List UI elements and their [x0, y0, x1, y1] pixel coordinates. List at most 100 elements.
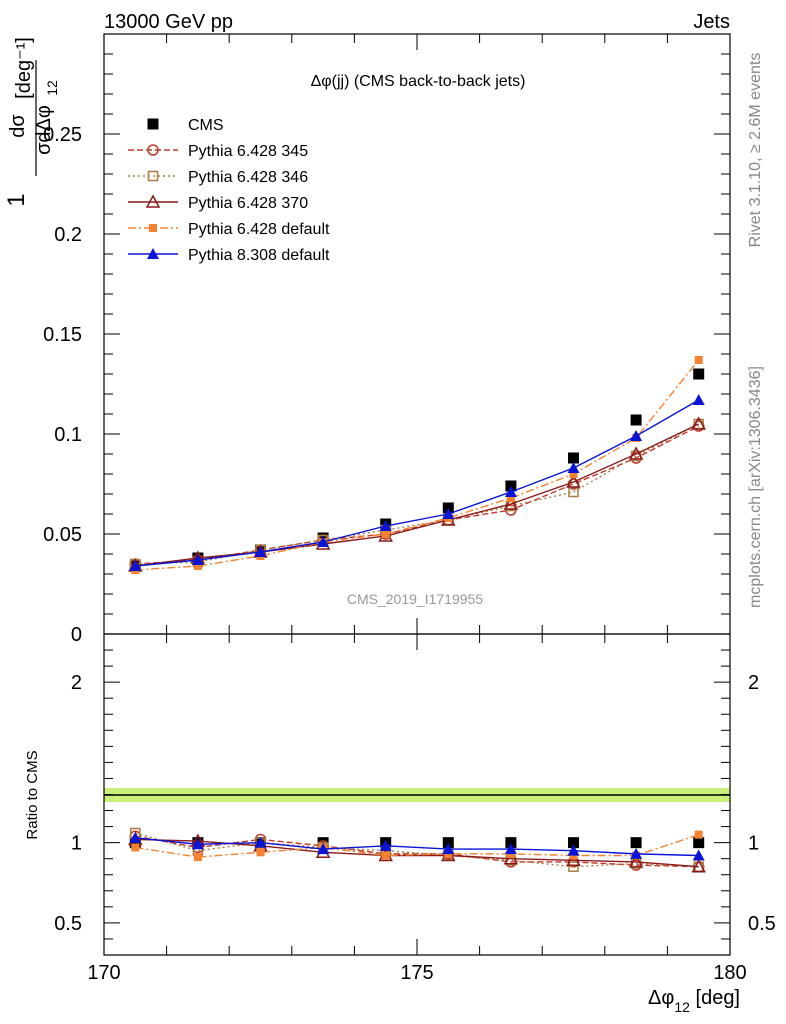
legend-label-2: Pythia 6.428 346 [188, 169, 308, 186]
ratio-point-4-4 [381, 851, 390, 860]
ratio-point-3-6 [503, 851, 519, 865]
main-y-tick-label-0: 0 [71, 624, 82, 646]
main-y-tick-label-2: 0.1 [54, 424, 82, 446]
main-point-5-2 [254, 546, 267, 557]
legend-marker-2 [147, 170, 159, 182]
ratio-point-0-7 [568, 837, 579, 849]
ratio-point-4-9 [694, 830, 703, 839]
main-point-0-8 [630, 414, 642, 426]
ratio-point-0-8 [630, 837, 642, 849]
main-point-4-7 [569, 470, 578, 478]
ratio-point-5-8 [630, 847, 643, 859]
main-point-0-6 [505, 480, 517, 492]
ratio-point-5-5 [442, 843, 455, 855]
ratio-point-5-4 [379, 839, 392, 851]
ratio-point-3-7 [566, 852, 581, 867]
y-axis-label: 1 dσ σdΔφ 12 [deg⁻¹] [3, 37, 60, 207]
legend-label-0: CMS [188, 117, 224, 134]
main-point-5-1 [191, 554, 204, 565]
x-tick-label-0: 170 [87, 962, 120, 984]
main-point-0-7 [568, 452, 579, 464]
main-point-5-7 [567, 462, 580, 473]
main-y-tick-label-1: 0.05 [43, 524, 82, 546]
legend-label-1: Pythia 6.428 345 [188, 143, 308, 160]
ratio-y-tick-label-left-2: 2 [71, 672, 82, 694]
ratio-point-2-7 [568, 861, 579, 872]
side-rivet-label: Rivet 3.1.10, ≥ 2.6M events [747, 53, 764, 248]
ratio-point-4-2 [256, 848, 265, 857]
ratio-series-line-2 [135, 832, 699, 868]
main-series-line-5 [135, 399, 700, 567]
ratio-point-0-5 [442, 837, 454, 849]
main-y-tick-label-5: 0.25 [43, 124, 82, 146]
legend-label-3: Pythia 6.428 370 [188, 195, 308, 212]
legend-marker-1 [147, 144, 159, 156]
x-tick-label-2: 180 [713, 962, 746, 984]
main-series-layer [128, 356, 706, 574]
ratio-series-line-5 [135, 837, 699, 857]
side-mcplots-label: mcplots.cern.ch [arXiv:1306.3436] [747, 366, 764, 608]
main-point-3-7 [566, 474, 581, 488]
ratio-point-3-8 [628, 854, 644, 868]
main-point-5-6 [504, 486, 517, 497]
ratio-y-axis-label: Ratio to CMS [24, 750, 41, 839]
legend: CMS Pythia 6.428 345 Pythia 6.428 346 Pythi… [128, 117, 330, 264]
main-y-tick-label-4: 0.2 [54, 224, 82, 246]
legend-marker-3 [145, 194, 161, 208]
ratio-point-4-0 [131, 843, 140, 852]
ratio-point-3-9 [691, 859, 706, 873]
main-point-3-6 [503, 496, 519, 510]
main-point-5-4 [379, 520, 392, 531]
main-point-3-9 [691, 416, 706, 430]
header-left: 13000 GeV pp [104, 11, 233, 33]
main-point-4-6 [506, 494, 515, 502]
main-series-line-3 [135, 423, 700, 567]
ratio-y-tick-label-right-1: 1 [748, 833, 759, 855]
header-right: Jets [693, 11, 730, 33]
svg-text:σdΔφ: σdΔφ [33, 105, 55, 155]
ratio-point-5-0 [129, 831, 142, 843]
x-axis-label: Δφ12 [deg] [648, 987, 740, 1015]
main-series-line-4 [135, 359, 700, 571]
ratio-series-line-4 [135, 833, 699, 858]
main-point-5-0 [129, 560, 142, 571]
svg-text:12: 12 [44, 80, 60, 96]
main-point-3-8 [628, 446, 644, 460]
main-point-5-5 [442, 508, 455, 519]
main-point-4-9 [694, 356, 703, 364]
ratio-series-line-1 [135, 835, 699, 868]
watermark-label: CMS_2019_I1719955 [347, 591, 483, 607]
ratio-point-0-9 [693, 837, 705, 849]
chart-title: Δφ(jj) (CMS back-to-back jets) [311, 73, 526, 90]
ratio-point-5-7 [567, 844, 580, 856]
ratio-y-tick-label-left-0: 0.5 [54, 913, 82, 935]
ratio-point-5-9 [692, 849, 705, 861]
ratio-y-tick-label-right-0: 0.5 [748, 913, 776, 935]
ratio-series-layer [128, 827, 706, 873]
main-point-5-8 [630, 430, 643, 441]
legend-marker-0 [147, 118, 159, 130]
svg-text:dσ: dσ [7, 114, 29, 138]
axes-layer: 170 175 180 0 0.05 0.1 0.15 0.2 0.25 0.5 0.5 1 12 2 [43, 33, 776, 984]
main-point-0-9 [693, 368, 705, 380]
svg-text:[deg⁻¹]: [deg⁻¹] [13, 37, 35, 99]
svg-text:1: 1 [3, 193, 30, 206]
legend-marker-5 [147, 248, 159, 259]
main-point-5-9 [692, 394, 705, 405]
main-point-4-4 [381, 530, 390, 538]
main-point-4-1 [193, 562, 202, 570]
ratio-point-5-2 [254, 836, 267, 848]
x-tick-label-1: 175 [400, 962, 433, 984]
main-series-line-2 [135, 423, 700, 565]
ratio-point-4-1 [193, 853, 202, 862]
ratio-point-5-6 [504, 843, 517, 855]
ratio-y-tick-label-right-2: 2 [748, 672, 759, 694]
ratio-point-5-3 [317, 843, 330, 855]
main-y-tick-label-3: 0.15 [43, 324, 82, 346]
legend-marker-4 [149, 224, 157, 232]
ratio-point-0-6 [505, 837, 517, 849]
legend-label-4: Pythia 6.428 default [188, 221, 330, 238]
ratio-point-5-1 [191, 838, 204, 850]
main-point-5-3 [317, 536, 330, 547]
